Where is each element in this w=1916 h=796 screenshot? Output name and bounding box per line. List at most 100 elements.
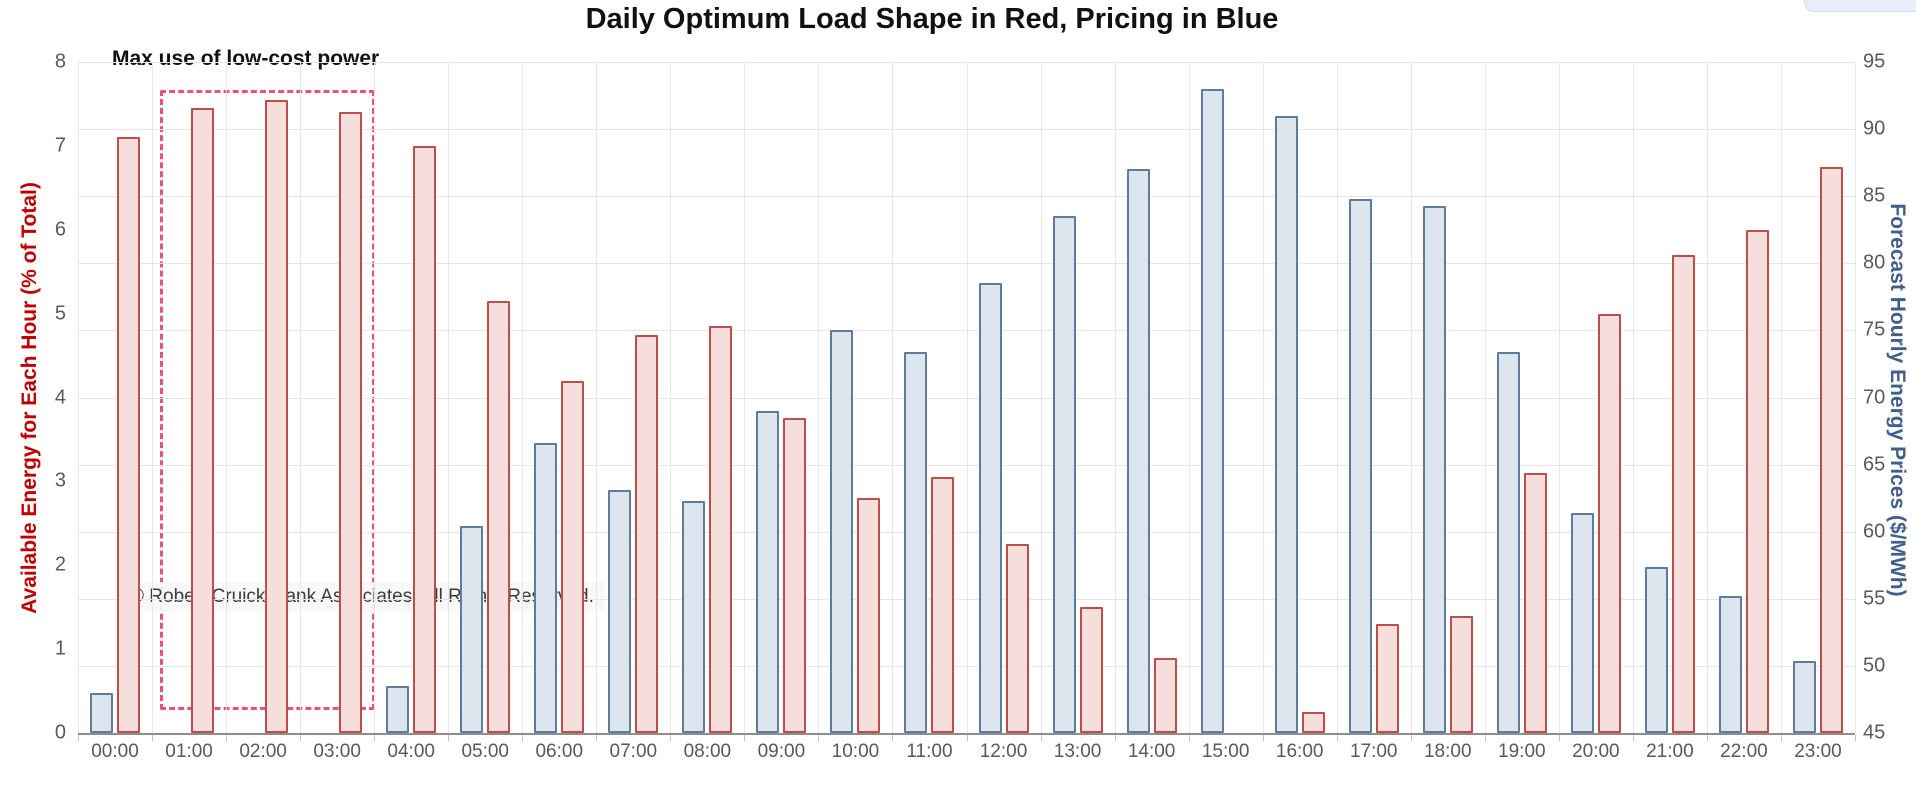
x-tickmark <box>966 735 968 741</box>
x-tick-label: 03:00 <box>313 741 361 762</box>
load-bar-23:00 <box>1819 166 1843 733</box>
x-tick-label: 15:00 <box>1201 741 1250 762</box>
x-tickmark <box>1114 735 1116 741</box>
right-axis-tick-label: 70 <box>1863 386 1886 408</box>
x-tickmark <box>1780 735 1782 741</box>
horizontal-gridline <box>78 62 1855 63</box>
x-tickmark <box>892 735 894 741</box>
x-tick-label: 01:00 <box>165 741 213 762</box>
right-axis-tick-label: 90 <box>1863 117 1886 140</box>
load-bar-04:00 <box>413 145 437 733</box>
load-bar-00:00 <box>117 137 141 733</box>
horizontal-gridline <box>78 397 1855 399</box>
x-tick-label: 08:00 <box>683 741 732 762</box>
load-bar-05:00 <box>487 301 511 733</box>
left-axis-tick-label: 3 <box>54 469 66 492</box>
x-tickmark <box>1410 735 1412 741</box>
x-tickmark <box>1706 735 1708 741</box>
right-axis-tick-label: 75 <box>1863 318 1886 341</box>
x-tick-label: 23:00 <box>1794 741 1842 762</box>
price-bar-15:00 <box>1200 88 1224 733</box>
horizontal-gridline <box>78 531 1855 533</box>
right-axis-title: Forecast Hourly Energy Prices ($/MWh) <box>1886 203 1909 597</box>
price-bar-23:00 <box>1792 660 1816 733</box>
right-axis-tick-label: 55 <box>1863 587 1886 610</box>
left-axis-tick-label: 1 <box>54 637 66 660</box>
x-tick-label: 04:00 <box>387 741 435 762</box>
horizontal-gridline <box>78 263 1855 265</box>
horizontal-gridline <box>78 598 1855 600</box>
price-bar-19:00 <box>1496 351 1520 733</box>
x-tick-label: 14:00 <box>1127 741 1176 762</box>
price-bar-05:00 <box>460 526 484 733</box>
right-axis-tick-label: 60 <box>1863 520 1886 543</box>
load-bar-12:00 <box>1005 544 1029 733</box>
x-tickmark <box>818 735 820 741</box>
load-bar-11:00 <box>931 477 955 733</box>
x-tick-label: 05:00 <box>461 741 509 762</box>
x-tick-label: 06:00 <box>535 741 584 762</box>
x-tick-label: 16:00 <box>1275 741 1324 762</box>
x-tickmark <box>1262 735 1264 741</box>
horizontal-gridline <box>78 129 1855 131</box>
load-bar-21:00 <box>1671 254 1695 733</box>
x-tick-label: 22:00 <box>1720 741 1768 762</box>
load-bar-03:00 <box>339 112 363 733</box>
x-tick-label: 11:00 <box>906 741 953 762</box>
load-bar-07:00 <box>635 334 659 733</box>
x-tickmark <box>448 735 450 741</box>
price-bar-06:00 <box>534 443 558 733</box>
load-bar-17:00 <box>1375 623 1399 733</box>
annotation-label: Max use of low-cost power <box>112 47 380 70</box>
x-tick-label: 02:00 <box>239 741 287 762</box>
x-tickmark <box>1188 735 1190 741</box>
x-tickmark <box>152 735 154 741</box>
right-axis-tick-label: 80 <box>1863 251 1886 274</box>
load-bar-22:00 <box>1745 229 1769 733</box>
left-axis-tick-label: 6 <box>54 218 66 241</box>
load-bar-14:00 <box>1153 657 1177 733</box>
horizontal-gridline <box>78 464 1855 466</box>
load-bar-18:00 <box>1449 615 1473 733</box>
load-bar-13:00 <box>1079 607 1103 733</box>
price-bar-22:00 <box>1718 596 1742 733</box>
x-tickmark <box>374 735 376 741</box>
chart-title: Daily Optimum Load Shape in Red, Pricing… <box>585 3 1279 35</box>
x-tickmark <box>1040 735 1042 741</box>
price-bar-16:00 <box>1274 115 1298 733</box>
price-bar-21:00 <box>1644 566 1668 733</box>
load-bar-08:00 <box>709 326 733 733</box>
horizontal-gridline <box>78 330 1855 332</box>
right-axis-tick-label: 65 <box>1863 453 1886 476</box>
price-bar-07:00 <box>608 490 632 733</box>
vertical-gridline <box>1855 62 1856 733</box>
price-bar-18:00 <box>1422 205 1446 733</box>
price-bar-08:00 <box>682 500 706 733</box>
load-bar-10:00 <box>857 498 881 733</box>
x-tickmark <box>596 735 598 741</box>
modebar-button[interactable] <box>1804 0 1916 12</box>
right-axis-tick-label: 95 <box>1863 50 1886 73</box>
x-tick-label: 10:00 <box>831 741 880 762</box>
price-bar-11:00 <box>904 351 928 733</box>
x-axis-line <box>78 733 1855 735</box>
x-tick-label: 20:00 <box>1572 741 1620 762</box>
price-bar-17:00 <box>1348 198 1372 733</box>
x-tick-label: 18:00 <box>1423 741 1472 762</box>
load-bar-09:00 <box>783 418 807 733</box>
x-tickmark <box>300 735 302 741</box>
horizontal-gridline <box>78 196 1855 198</box>
load-bar-01:00 <box>191 108 215 733</box>
x-tick-label: 00:00 <box>91 741 139 762</box>
left-axis-tick-label: 5 <box>54 302 66 325</box>
price-bar-12:00 <box>978 283 1002 733</box>
load-bar-19:00 <box>1523 472 1547 733</box>
left-axis-tick-label: 2 <box>54 553 66 576</box>
price-bar-14:00 <box>1126 169 1150 733</box>
price-bar-20:00 <box>1570 512 1594 733</box>
x-tick-label: 09:00 <box>757 741 806 762</box>
left-axis-tick-label: 0 <box>54 721 66 744</box>
x-tickmark <box>1855 735 1856 741</box>
x-tickmark <box>226 735 228 741</box>
load-bar-02:00 <box>265 99 289 733</box>
